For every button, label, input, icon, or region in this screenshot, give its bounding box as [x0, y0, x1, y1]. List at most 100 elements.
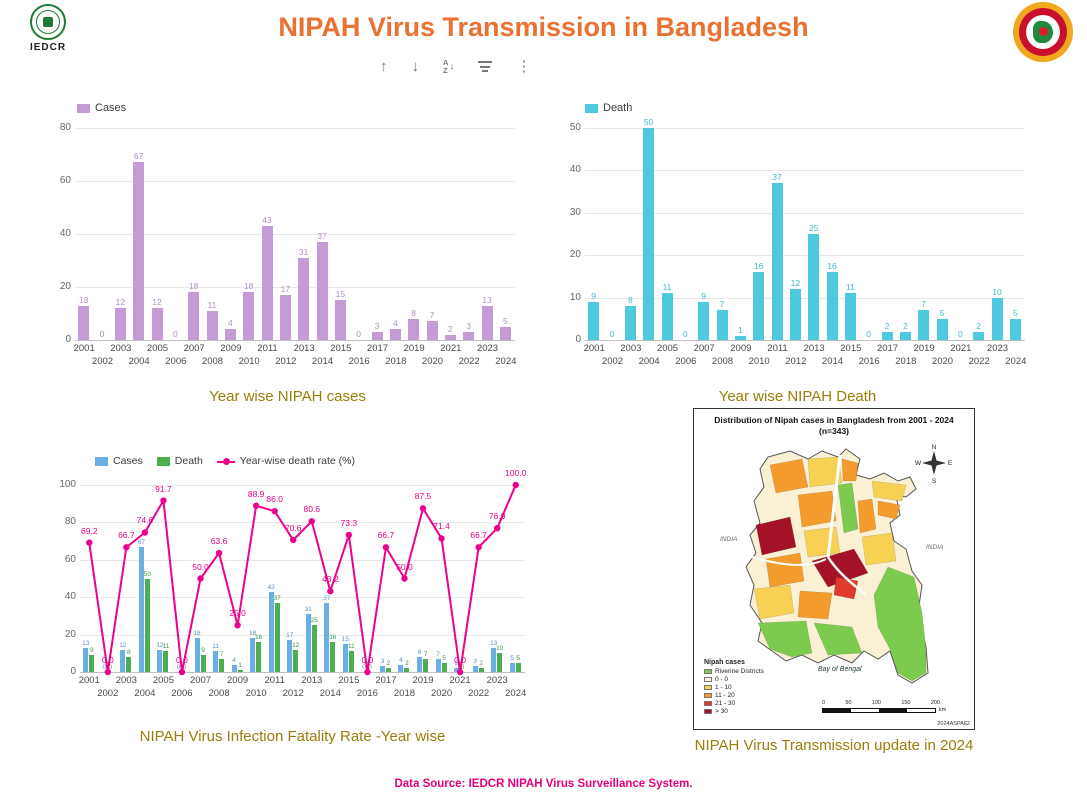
Death-bar-2020[interactable]: [936, 318, 948, 340]
Cases-bar-2009[interactable]: [231, 664, 237, 672]
Cases-bar-2012[interactable]: [279, 294, 291, 340]
map-legend-label: 21 - 30: [715, 700, 736, 707]
Cases-bar-2018[interactable]: [389, 329, 401, 340]
move-up-button[interactable]: ↑: [380, 58, 388, 76]
Death-bar-2019[interactable]: [918, 310, 930, 340]
Death-bar-2005[interactable]: [661, 293, 673, 340]
Death-bar-2007[interactable]: [698, 301, 710, 340]
Cases-bar-2001[interactable]: [78, 305, 90, 340]
Cases-bar-2004[interactable]: [133, 162, 145, 340]
scale-tick-label: 150: [901, 700, 911, 706]
bar-value-label: 8: [417, 649, 422, 657]
Cases-bar-2013[interactable]: [305, 614, 311, 672]
bar-value-label: 11: [662, 282, 672, 293]
Cases-bar-2012[interactable]: [287, 640, 293, 672]
Cases-bar-2008[interactable]: [206, 310, 218, 340]
Death-bar-2020[interactable]: [441, 662, 447, 672]
Cases-bar-2024[interactable]: [499, 326, 511, 340]
Death-bar-2005[interactable]: [163, 651, 169, 672]
Cases-bar-2023[interactable]: [491, 647, 497, 672]
Death-bar-2008[interactable]: [716, 310, 728, 340]
Cases-bar-2019[interactable]: [408, 318, 420, 340]
death-rate-value-label: 50.0: [192, 561, 209, 572]
Death-bar-2013[interactable]: [808, 234, 820, 340]
Cases-bar-2014[interactable]: [316, 241, 328, 340]
Cases-bar-2015[interactable]: [334, 300, 346, 340]
Cases-bar-2003[interactable]: [120, 649, 126, 672]
death-rate-value-label: 100.0: [505, 468, 527, 478]
Death-bar-2015[interactable]: [844, 293, 856, 340]
Death-bar-2022[interactable]: [973, 331, 985, 340]
Cases-bar-2019[interactable]: [417, 657, 423, 672]
Death-bar-2001[interactable]: [89, 655, 95, 672]
Death-bar-2023[interactable]: [497, 653, 503, 672]
Cases-bar-2011[interactable]: [268, 591, 274, 672]
Death-bar-2014[interactable]: [330, 642, 336, 672]
x-axis-label: 2013: [301, 675, 323, 686]
Death-bar-2004[interactable]: [643, 128, 655, 340]
more-options-button[interactable]: ⋮: [516, 58, 532, 76]
Cases-bar-2007[interactable]: [194, 638, 200, 672]
Death-bar-2017[interactable]: [881, 331, 893, 340]
Death-bar-2024[interactable]: [1009, 318, 1021, 340]
Cases-bar-2001[interactable]: [83, 647, 89, 672]
Cases-bar-2004[interactable]: [138, 546, 144, 672]
Cases-bar-2014[interactable]: [324, 602, 330, 672]
x-axis-label: 2001: [583, 343, 605, 354]
deaths-chart-panel: Death 0 10 20 30 40 50 9 0 8 50 11 0 9 7 1 16 37 12 25 16 11…: [565, 96, 1030, 416]
Death-bar-2008[interactable]: [219, 658, 225, 672]
Cases-bar-2021[interactable]: [454, 668, 460, 672]
Cases-bar-2005[interactable]: [157, 649, 163, 672]
Cases-bar-2022[interactable]: [472, 666, 478, 672]
Cases-bar-2017[interactable]: [379, 666, 385, 672]
sort-button[interactable]: A Z ↓: [443, 59, 454, 75]
Death-bar-2011[interactable]: [771, 183, 783, 340]
Death-bar-2001[interactable]: [588, 301, 600, 340]
Cases-bar-2013[interactable]: [298, 257, 310, 340]
Cases-bar-2020[interactable]: [426, 321, 438, 340]
Cases-bar-2017[interactable]: [371, 332, 383, 340]
Cases-bar-2007[interactable]: [188, 292, 200, 340]
Cases-bar-2023[interactable]: [481, 305, 493, 340]
Cases-bar-2018[interactable]: [398, 664, 404, 672]
Death-bar-2003[interactable]: [126, 657, 132, 672]
Death-bar-2011[interactable]: [274, 602, 280, 672]
Cases-bar-2011[interactable]: [261, 226, 273, 340]
Cases-bar-2008[interactable]: [213, 651, 219, 672]
Death-bar-2004[interactable]: [144, 578, 150, 672]
Death-bar-2022[interactable]: [478, 668, 484, 672]
Cases-bar-2003[interactable]: [114, 308, 126, 340]
fatality-plot-area: 0 20 40 60 80 100 13 0 12 67 12 0 18 11 4 18 43 17 31 37 15 0…: [59, 468, 526, 699]
move-down-button[interactable]: ↓: [411, 58, 420, 76]
Cases-bar-2024[interactable]: [509, 662, 515, 672]
Death-bar-2023[interactable]: [991, 297, 1003, 340]
Death-bar-2014[interactable]: [826, 272, 838, 340]
Death-bar-2019[interactable]: [423, 658, 429, 672]
Cases-bar-2015[interactable]: [342, 643, 348, 672]
Cases-bar-2009[interactable]: [224, 329, 236, 340]
filter-button[interactable]: [478, 61, 493, 73]
scale-bar-segment: [851, 708, 879, 712]
Death-bar-2017[interactable]: [385, 668, 391, 672]
Death-bar-2009[interactable]: [237, 670, 243, 672]
Death-bar-2015[interactable]: [348, 651, 354, 672]
Death-bar-2012[interactable]: [789, 289, 801, 340]
Cases-bar-2020[interactable]: [435, 658, 441, 672]
Cases-bar-2022[interactable]: [463, 332, 475, 340]
Death-bar-2018[interactable]: [899, 331, 911, 340]
Death-bar-2007[interactable]: [200, 655, 206, 672]
Death-bar-2009[interactable]: [734, 335, 746, 340]
Death-bar-2010[interactable]: [256, 642, 262, 672]
Death-bar-2013[interactable]: [311, 625, 317, 672]
Death-bar-2018[interactable]: [404, 668, 410, 672]
Death-bar-2012[interactable]: [293, 649, 299, 672]
Cases-bar-2010[interactable]: [243, 292, 255, 340]
Death-bar-2010[interactable]: [753, 272, 765, 340]
Cases-bar-2005[interactable]: [151, 308, 163, 340]
Death-bar-2024[interactable]: [515, 662, 521, 672]
Cases-bar-2010[interactable]: [250, 638, 256, 672]
x-axis-label: 2001: [73, 343, 95, 354]
bar-value-label: 12: [790, 278, 801, 289]
Cases-bar-2021[interactable]: [444, 334, 456, 340]
Death-bar-2003[interactable]: [624, 306, 636, 340]
